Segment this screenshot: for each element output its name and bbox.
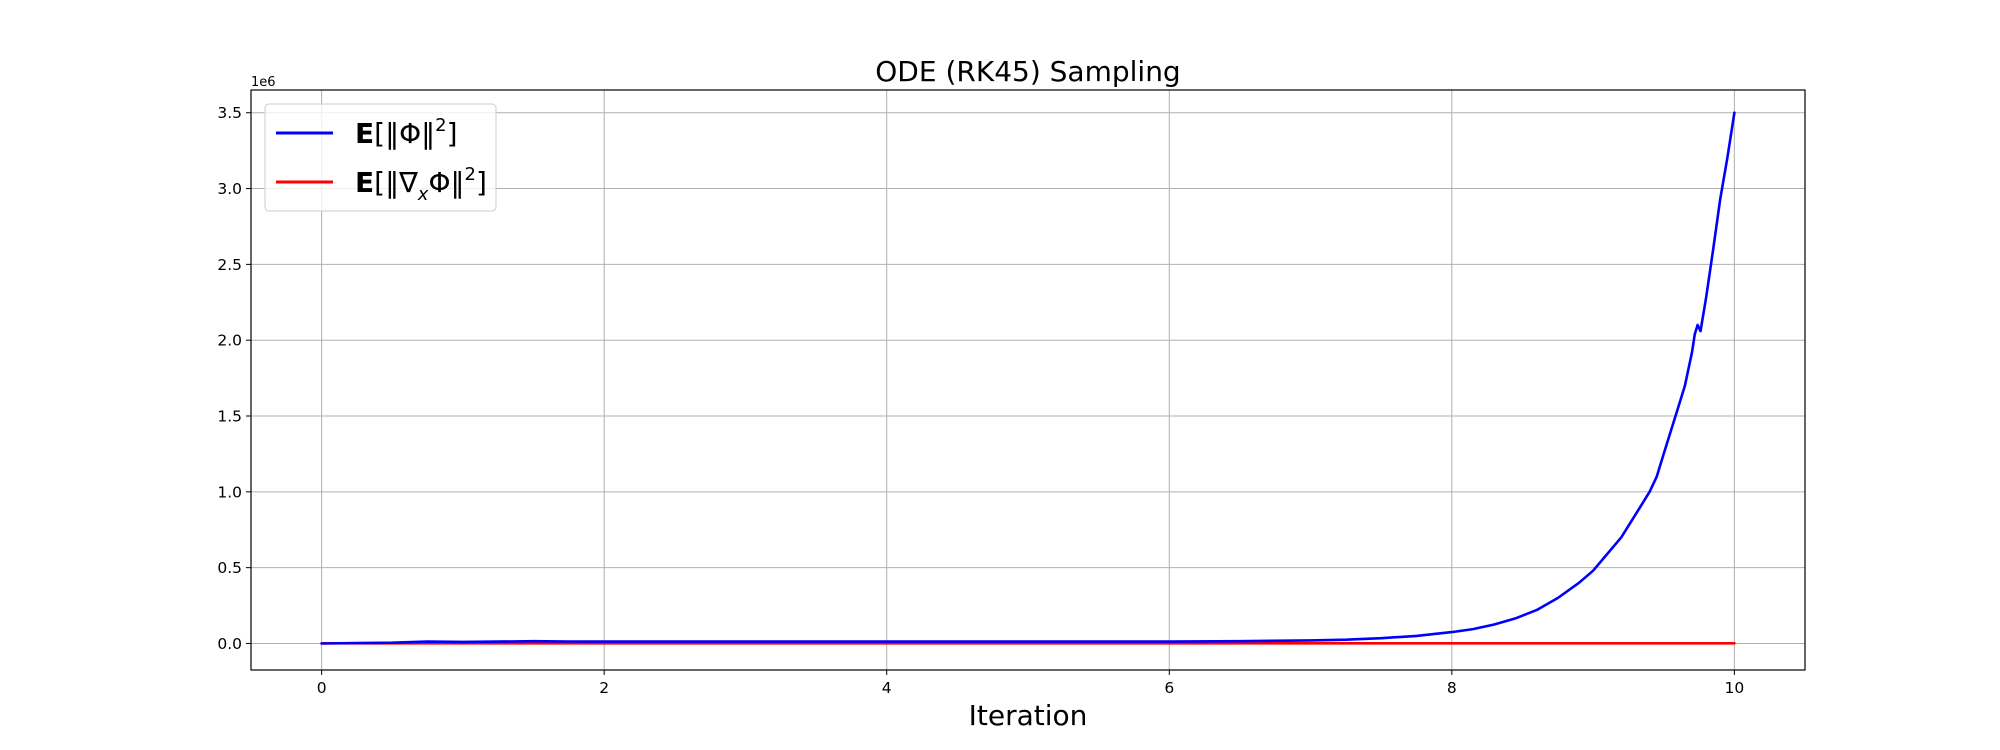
y-tick-label: 3.5 <box>217 104 242 122</box>
legend-label-grad-phi: E[‖∇xΦ‖2] <box>355 164 487 205</box>
y-tick-label: 3.0 <box>217 180 242 198</box>
y-tick-label: 2.5 <box>217 256 242 274</box>
legend-box <box>264 103 497 212</box>
y-tick-label: 2.0 <box>217 332 242 350</box>
x-axis-label: Iteration <box>969 699 1088 732</box>
y-tick-label: 1.0 <box>217 483 242 501</box>
legend: E[‖Φ‖2] E[‖∇xΦ‖2] <box>264 103 497 212</box>
y-axis: 0.0 0.5 1.0 1.5 2.0 2.5 3.0 3.5 <box>217 104 251 653</box>
x-tick-label: 0 <box>317 679 327 697</box>
y-tick-label: 0.5 <box>217 559 242 577</box>
x-tick-label: 4 <box>882 679 892 697</box>
plot-frame <box>250 89 1806 671</box>
series-layer <box>320 111 1736 645</box>
y-axis-offset-text: 1e6 <box>251 75 276 90</box>
x-axis: 0 2 4 6 8 10 <box>317 670 1744 697</box>
x-tick-label: 6 <box>1164 679 1174 697</box>
y-tick-label: 0.0 <box>217 635 242 653</box>
x-tick-label: 10 <box>1724 679 1744 697</box>
x-tick-label: 8 <box>1447 679 1457 697</box>
series-line-phi <box>320 111 1736 645</box>
legend-label-phi: E[‖Φ‖2] <box>355 115 458 150</box>
x-tick-label: 2 <box>599 679 609 697</box>
y-tick-label: 1.5 <box>217 408 242 426</box>
chart-title: ODE (RK45) Sampling <box>875 55 1180 88</box>
